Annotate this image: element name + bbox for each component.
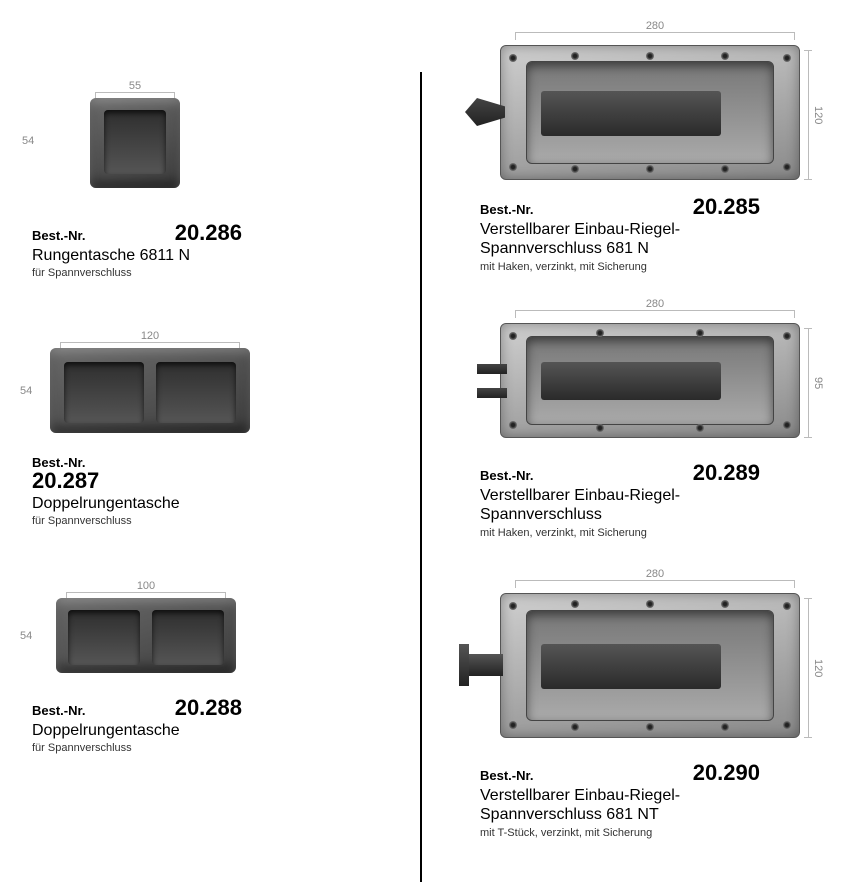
dim-width: 120	[60, 330, 240, 342]
product-item: 280 120	[460, 568, 760, 713]
product-label: Best.-Nr. 20.290 Verstellbarer Einbau-Ri…	[480, 760, 760, 839]
dim-height: 120	[812, 598, 824, 738]
dim-height: 54	[20, 385, 32, 397]
catalog-page: 55 54 Best.-Nr. 20.286 Rungentasche 6811…	[0, 0, 856, 894]
bestnr-number: 20.285	[693, 194, 760, 220]
dim-width: 280	[515, 298, 795, 310]
bestnr-label: Best.-Nr.	[480, 768, 533, 783]
product-title: Doppelrungentasche	[32, 495, 242, 513]
product-item: 120 54	[50, 330, 250, 415]
product-image	[500, 45, 800, 180]
dim-width-value: 100	[137, 580, 155, 592]
product-item: 55 54	[80, 80, 170, 170]
bestnr-number: 20.290	[693, 760, 760, 786]
bestnr-label: Best.-Nr.	[480, 468, 533, 483]
dim-height-value: 120	[812, 659, 824, 677]
dim-height: 54	[20, 630, 32, 642]
product-image	[500, 323, 800, 438]
product-title-l1: Verstellbarer Einbau-Riegel-	[480, 487, 760, 505]
product-sub: mit T-Stück, verzinkt, mit Sicherung	[480, 827, 760, 839]
dim-height-value: 54	[22, 135, 34, 147]
product-title-l2: Spannverschluss	[480, 506, 760, 524]
product-item: 280 95	[460, 298, 760, 413]
bestnr-number: 20.289	[693, 460, 760, 486]
product-sub: für Spannverschluss	[32, 515, 242, 527]
dim-width-value: 280	[646, 298, 664, 310]
bestnr-label: Best.-Nr.	[32, 228, 85, 243]
bestnr-label: Best.-Nr.	[480, 202, 533, 217]
dim-height-value: 54	[20, 385, 32, 397]
product-label: Best.-Nr. 20.288 Doppelrungentasche für …	[32, 695, 242, 754]
product-image	[50, 348, 250, 433]
dim-width-value: 280	[646, 20, 664, 32]
dim-width: 280	[515, 568, 795, 580]
dim-width: 55	[95, 80, 175, 92]
bestnr-number: 20.287	[32, 468, 99, 494]
right-column: 280 120 Best.-Nr. 20.285	[420, 0, 856, 894]
bestnr-label: Best.-Nr.	[32, 703, 85, 718]
product-title-l1: Verstellbarer Einbau-Riegel-	[480, 221, 760, 239]
product-image	[90, 98, 180, 188]
product-label: Best.-Nr. 20.285 Verstellbarer Einbau-Ri…	[480, 194, 760, 273]
product-title: Doppelrungentasche	[32, 722, 242, 740]
product-title-l1: Verstellbarer Einbau-Riegel-	[480, 787, 760, 805]
bestnr-number: 20.286	[175, 220, 242, 246]
bestnr-number: 20.288	[175, 695, 242, 721]
product-title-l2: Spannverschluss 681 N	[480, 240, 760, 258]
dim-height: 120	[812, 50, 824, 180]
dim-height: 54	[22, 135, 34, 147]
dim-width: 280	[515, 20, 795, 32]
product-label: Best.-Nr. 20.286 Rungentasche 6811 N für…	[32, 220, 242, 279]
product-sub: für Spannverschluss	[32, 742, 242, 754]
dim-height: 95	[812, 328, 824, 438]
dim-width: 100	[66, 580, 226, 592]
dim-width-value: 120	[141, 330, 159, 342]
dim-height-value: 54	[20, 630, 32, 642]
dim-width-value: 280	[646, 568, 664, 580]
product-title: Rungentasche 6811 N	[32, 247, 242, 265]
product-sub: mit Haken, verzinkt, mit Sicherung	[480, 527, 760, 539]
product-item: 280 120	[460, 20, 760, 155]
product-label: Best.-Nr. 20.287 Doppelrungentasche für …	[32, 455, 242, 527]
product-image	[500, 593, 800, 738]
dim-width-value: 55	[129, 80, 141, 92]
product-title-l2: Spannverschluss 681 NT	[480, 806, 760, 824]
product-label: Best.-Nr. 20.289 Verstellbarer Einbau-Ri…	[480, 460, 760, 539]
product-image	[56, 598, 236, 673]
dim-height-value: 120	[812, 106, 824, 124]
product-sub: mit Haken, verzinkt, mit Sicherung	[480, 261, 760, 273]
dim-height-value: 95	[812, 377, 824, 389]
product-item: 100 54	[56, 580, 236, 655]
product-sub: für Spannverschluss	[32, 267, 242, 279]
left-column: 55 54 Best.-Nr. 20.286 Rungentasche 6811…	[0, 0, 420, 894]
